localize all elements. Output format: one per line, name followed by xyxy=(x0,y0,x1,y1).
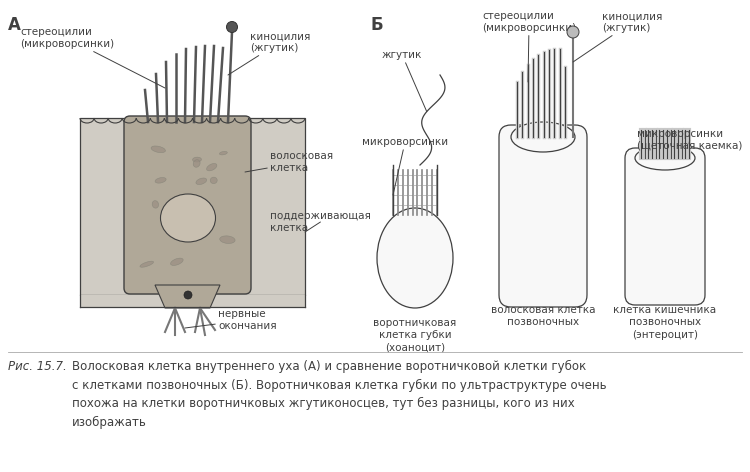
Text: стереоцилии
(микроворсинки): стереоцилии (микроворсинки) xyxy=(482,11,576,82)
Text: волосковая
клетка: волосковая клетка xyxy=(245,151,333,173)
Text: клетка кишечника
позвоночных
(энтероцит): клетка кишечника позвоночных (энтероцит) xyxy=(614,305,716,340)
Ellipse shape xyxy=(220,236,235,244)
Text: волосковая клетка
позвоночных: волосковая клетка позвоночных xyxy=(490,305,596,328)
Ellipse shape xyxy=(155,177,166,183)
Text: микроворсинки: микроворсинки xyxy=(362,137,448,195)
Text: А: А xyxy=(8,16,21,34)
Text: микроворсинки
(щеточная каемка): микроворсинки (щеточная каемка) xyxy=(637,129,742,151)
Ellipse shape xyxy=(635,146,695,170)
Text: Б: Б xyxy=(370,16,382,34)
Circle shape xyxy=(184,291,192,299)
Ellipse shape xyxy=(140,261,154,267)
Polygon shape xyxy=(155,285,220,308)
Ellipse shape xyxy=(170,258,183,265)
Text: киноцилия
(жгутик): киноцилия (жгутик) xyxy=(573,11,662,62)
Ellipse shape xyxy=(377,208,453,308)
FancyBboxPatch shape xyxy=(499,125,587,307)
Circle shape xyxy=(226,22,238,33)
FancyBboxPatch shape xyxy=(80,118,305,295)
Text: жгутик: жгутик xyxy=(382,50,427,111)
Ellipse shape xyxy=(196,178,207,185)
Ellipse shape xyxy=(151,146,166,152)
Text: Рис. 15.7.: Рис. 15.7. xyxy=(8,360,67,373)
Ellipse shape xyxy=(193,157,202,162)
Text: стереоцилии
(микроворсинки): стереоцилии (микроворсинки) xyxy=(20,27,165,88)
Text: киноцилия
(жгутик): киноцилия (жгутик) xyxy=(228,31,310,75)
FancyBboxPatch shape xyxy=(625,148,705,305)
Ellipse shape xyxy=(194,160,200,167)
Ellipse shape xyxy=(210,177,218,184)
FancyBboxPatch shape xyxy=(80,295,305,307)
Ellipse shape xyxy=(160,194,215,242)
Text: нервные
окончания: нервные окончания xyxy=(185,309,277,331)
Circle shape xyxy=(567,26,579,38)
Ellipse shape xyxy=(206,163,217,171)
Ellipse shape xyxy=(220,152,227,155)
Ellipse shape xyxy=(511,122,575,152)
Ellipse shape xyxy=(152,201,158,208)
Text: поддерживающая
клетка: поддерживающая клетка xyxy=(270,211,370,233)
Text: Волосковая клетка внутреннего уха (А) и сравнение воротничковой клетки губок
с к: Волосковая клетка внутреннего уха (А) и … xyxy=(72,360,607,429)
Text: воротничковая
клетка губки
(хоаноцит): воротничковая клетка губки (хоаноцит) xyxy=(374,318,457,353)
FancyBboxPatch shape xyxy=(124,116,251,294)
